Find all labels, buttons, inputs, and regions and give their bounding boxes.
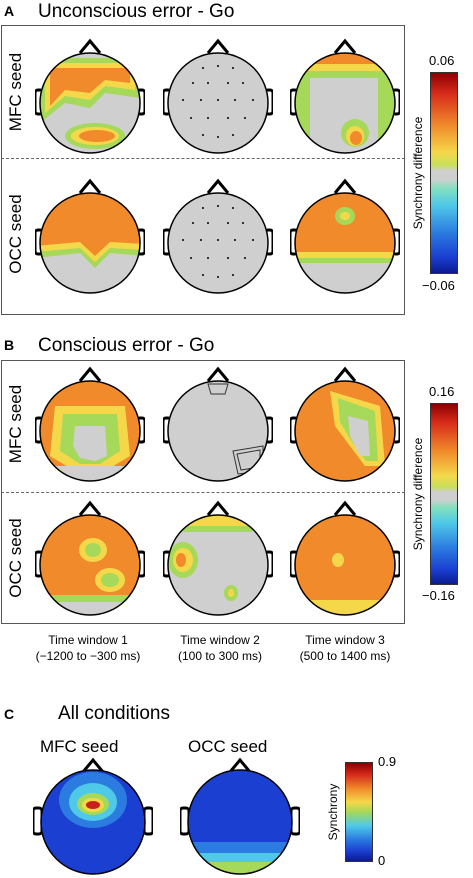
time-window-2-name: Time window 2 xyxy=(180,633,260,647)
time-window-3-range: (500 to 1400 ms) xyxy=(299,649,391,663)
colorbar-c-max: 0.9 xyxy=(378,754,397,769)
time-window-2-range: (100 to 300 ms) xyxy=(177,649,263,663)
panel-a-row-occ: OCC seed xyxy=(6,194,25,274)
time-window-3-name: Time window 3 xyxy=(305,633,385,647)
panel-a-row-mfc: MFC seed xyxy=(6,52,25,132)
colorbar-a-max: 0.06 xyxy=(429,53,455,68)
head-map-b-mfc-tw3 xyxy=(290,366,400,482)
head-map-b-mfc-tw2 xyxy=(163,366,273,482)
panel-c-occ-label: OCC seed xyxy=(188,737,268,756)
time-window-1: Time window 1 (−1200 to −300 ms) xyxy=(18,632,158,664)
head-map-c-occ xyxy=(180,758,300,875)
head-map-a-mfc-tw1 xyxy=(35,38,145,154)
panel-c-mfc-label: MFC seed xyxy=(40,737,119,756)
panel-b-divider xyxy=(1,492,405,493)
colorbar-b xyxy=(430,403,458,585)
panel-a-title: Unconscious error - Go xyxy=(38,1,235,22)
time-window-1-name: Time window 1 xyxy=(48,633,128,647)
panel-a-letter: A xyxy=(4,3,15,19)
head-map-a-occ-tw2 xyxy=(163,178,273,294)
head-map-a-mfc-tw3 xyxy=(290,38,400,154)
panel-b-row-mfc: MFC seed xyxy=(6,384,25,464)
time-window-1-range: (−1200 to −300 ms) xyxy=(35,649,141,663)
panel-a-frame xyxy=(1,25,405,315)
colorbar-b-label: Synchrony difference xyxy=(411,437,425,551)
panel-b-title: Conscious error - Go xyxy=(38,335,215,356)
head-map-a-occ-tw3 xyxy=(290,178,400,294)
head-map-b-occ-tw3 xyxy=(290,500,400,616)
panel-b-letter: B xyxy=(4,337,15,353)
time-window-3: Time window 3 (500 to 1400 ms) xyxy=(275,632,415,664)
colorbar-a-label: Synchrony difference xyxy=(411,116,425,230)
head-map-b-occ-tw1 xyxy=(35,500,145,616)
head-map-b-occ-tw2 xyxy=(163,500,273,616)
colorbar-a xyxy=(430,72,458,274)
colorbar-a-min: −0.06 xyxy=(422,278,455,293)
colorbar-b-min: −0.16 xyxy=(422,588,455,603)
panel-a-divider xyxy=(1,158,405,159)
head-map-a-mfc-tw2 xyxy=(163,38,273,154)
panel-c-letter: C xyxy=(4,706,15,722)
head-map-a-occ-tw1 xyxy=(35,178,145,294)
panel-b-row-occ: OCC seed xyxy=(6,518,25,598)
colorbar-c xyxy=(345,762,373,862)
head-map-b-mfc-tw1 xyxy=(35,366,145,482)
colorbar-c-label: Synchrony xyxy=(326,783,340,841)
head-map-c-mfc xyxy=(33,758,153,875)
colorbar-b-max: 0.16 xyxy=(429,384,455,399)
colorbar-c-min: 0 xyxy=(378,853,386,868)
time-window-2: Time window 2 (100 to 300 ms) xyxy=(150,632,290,664)
panel-c-title: All conditions xyxy=(58,703,170,724)
